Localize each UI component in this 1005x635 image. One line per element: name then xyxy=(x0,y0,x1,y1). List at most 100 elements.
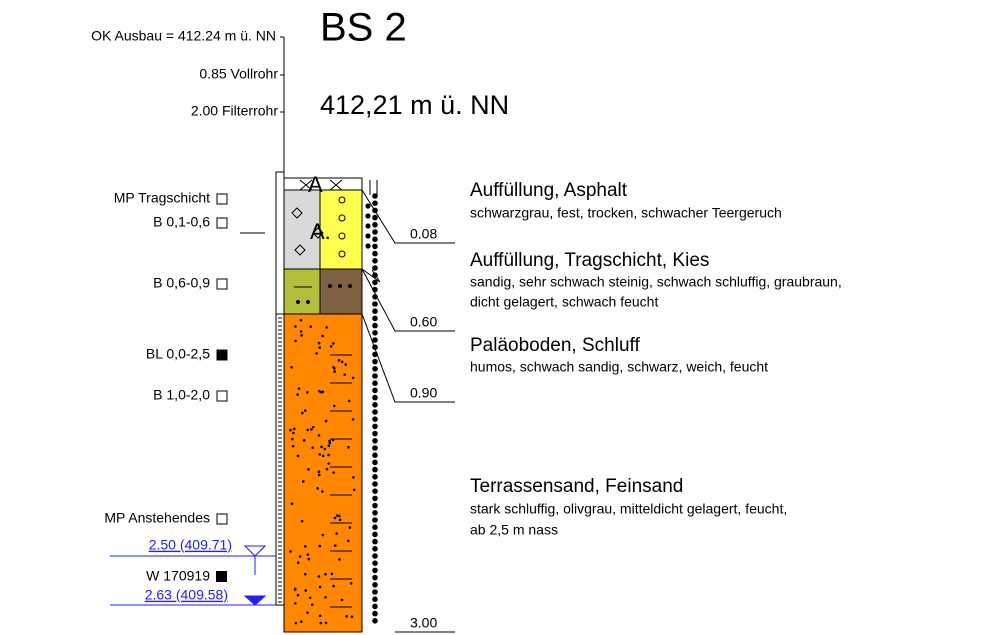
grain xyxy=(348,284,352,288)
grain xyxy=(322,455,325,458)
grain xyxy=(300,319,303,322)
dot xyxy=(372,323,378,329)
dot xyxy=(365,243,370,248)
grain xyxy=(310,428,313,431)
dot xyxy=(372,618,378,624)
dot xyxy=(372,438,378,444)
grain xyxy=(345,615,348,618)
grain xyxy=(304,545,307,548)
layer-description: stark schluffig, olivgrau, mitteldicht g… xyxy=(470,501,787,517)
grain xyxy=(319,615,322,618)
grain xyxy=(320,391,323,394)
grain xyxy=(332,471,335,474)
dot xyxy=(372,488,378,494)
dot xyxy=(372,604,378,610)
grain xyxy=(352,476,355,479)
grain xyxy=(328,444,331,447)
grain xyxy=(336,514,339,517)
well-scale xyxy=(280,37,284,172)
grain xyxy=(353,489,356,492)
grain xyxy=(309,596,312,599)
gravel-pack xyxy=(370,180,377,195)
dot xyxy=(372,395,378,401)
grain xyxy=(301,412,304,415)
elevation: 412,21 m ü. NN xyxy=(320,90,509,120)
layer-description: schwarzgrau, fest, trocken, schwacher Te… xyxy=(470,205,782,221)
grain xyxy=(318,342,321,345)
dot xyxy=(372,510,378,516)
grain xyxy=(292,445,295,448)
dot xyxy=(372,265,378,271)
grain xyxy=(352,377,355,380)
dot xyxy=(372,431,378,437)
grain xyxy=(300,620,303,623)
grain xyxy=(334,544,337,547)
dot xyxy=(372,568,378,574)
grain xyxy=(327,462,330,465)
grain xyxy=(294,588,297,591)
dot xyxy=(372,366,378,372)
dot xyxy=(372,496,378,502)
sample-label: MP Tragschicht xyxy=(114,190,210,206)
dot xyxy=(372,308,378,314)
grain xyxy=(324,596,327,599)
grain xyxy=(294,340,297,343)
sample-label: BL 0,0-2,5 xyxy=(146,346,210,362)
grain xyxy=(338,558,341,561)
grain xyxy=(344,363,347,366)
grain xyxy=(301,520,304,523)
dot xyxy=(372,280,378,286)
dot xyxy=(372,560,378,566)
grain xyxy=(306,391,309,394)
grain xyxy=(347,446,350,449)
dot xyxy=(372,481,378,487)
dot xyxy=(372,200,378,206)
water-level: 2.63 (409.58) xyxy=(145,587,228,603)
grain xyxy=(309,325,312,328)
dot xyxy=(372,193,378,199)
grain xyxy=(291,502,294,505)
grain xyxy=(324,448,327,451)
dot xyxy=(372,452,378,458)
grain xyxy=(296,300,300,304)
grain xyxy=(318,434,321,437)
grain xyxy=(332,585,335,588)
grain xyxy=(318,346,321,349)
grain xyxy=(311,603,314,606)
grain xyxy=(290,366,293,369)
grain xyxy=(297,594,300,597)
dot xyxy=(372,524,378,530)
sample-label: B 1,0-2,0 xyxy=(153,387,210,403)
layer-symbol: A xyxy=(308,172,323,197)
layer-description: sandig, sehr schwach steinig, schwach sc… xyxy=(470,274,842,290)
grain xyxy=(318,470,321,473)
dot xyxy=(372,503,378,509)
grain xyxy=(331,573,334,576)
grain xyxy=(319,586,322,589)
dot xyxy=(372,229,378,235)
grain xyxy=(312,426,315,429)
grain xyxy=(303,439,306,442)
grain xyxy=(327,454,330,457)
grain xyxy=(343,373,346,376)
grain xyxy=(338,359,341,362)
dot xyxy=(372,330,378,336)
grain xyxy=(341,361,344,364)
grain xyxy=(293,428,296,431)
dot xyxy=(372,301,378,307)
dot xyxy=(372,251,378,257)
layer-description: ab 2,5 m nass xyxy=(470,522,558,538)
grain xyxy=(318,453,321,456)
water-date: W 170919 xyxy=(146,568,210,584)
dot xyxy=(372,236,378,242)
sample-box xyxy=(217,279,227,289)
grain xyxy=(297,561,300,564)
dot xyxy=(365,213,370,218)
grain xyxy=(326,468,329,471)
depth-label: 3.00 xyxy=(410,615,437,631)
dot xyxy=(365,223,370,228)
layer-symbol: A. xyxy=(310,219,331,244)
borehole-log: BS 2 412,21 m ü. NN OK Ausbau = 412.24 m… xyxy=(0,0,1005,635)
dot xyxy=(372,402,378,408)
